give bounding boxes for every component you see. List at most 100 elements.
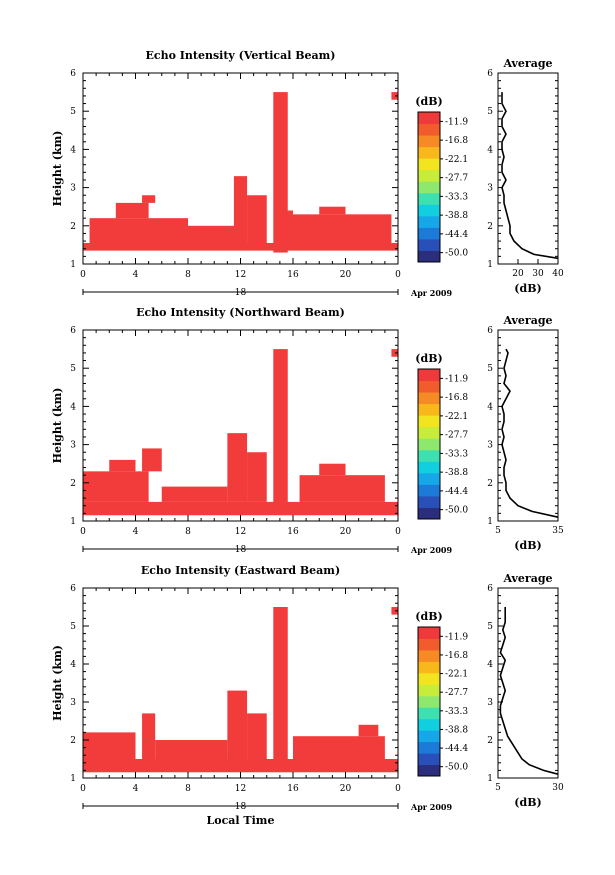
colorbar-tick-label: -11.9 (445, 374, 468, 384)
colorbar-tick-label: -16.8 (445, 393, 468, 403)
colorbar-segment (418, 380, 440, 393)
colorbar-segment (418, 135, 440, 148)
colorbar-frame (417, 111, 441, 263)
y-tick-label: 3 (70, 184, 76, 194)
average-y-tick-label: 5 (487, 622, 493, 632)
colorbar-tick-label: -44.4 (445, 744, 468, 754)
colorbar-segment (418, 484, 440, 497)
x-tick-label: 16 (287, 527, 299, 537)
echo-region (247, 713, 267, 759)
colorbar-tick-label: -27.7 (445, 688, 468, 698)
colorbar-segment (418, 495, 440, 508)
colorbar-tick-label: -27.7 (445, 431, 468, 441)
colorbar-segment (418, 158, 440, 171)
average-y-tick-label: 5 (487, 107, 493, 117)
x-tick-label: 8 (185, 270, 191, 280)
month-label: Apr 2009 (410, 545, 453, 555)
colorbar-segment (418, 415, 440, 428)
x-tick-label: 0 (395, 527, 401, 537)
echo-region (188, 225, 241, 245)
y-tick-label: 3 (70, 441, 76, 451)
average-title: Average (502, 572, 552, 585)
colorbar-segment (418, 741, 440, 754)
echo-region (273, 92, 288, 253)
colorbar-tick-label: -38.8 (445, 211, 468, 221)
average-y-tick-label: 2 (487, 222, 493, 232)
y-tick-label: 1 (70, 260, 76, 270)
colorbar-frame (417, 368, 441, 520)
average-x-tick-label: 35 (552, 526, 564, 536)
x-tick-label: 16 (287, 784, 299, 794)
colorbar-segment (418, 250, 440, 263)
echo-region (286, 210, 293, 245)
x-tick-label: 4 (133, 527, 139, 537)
echo-region (155, 740, 228, 759)
x-tick-label: 16 (287, 270, 299, 280)
echo-region (227, 690, 248, 759)
colorbar-label: (dB) (415, 610, 442, 623)
colorbar-segment (418, 392, 440, 405)
average-x-label: (dB) (514, 539, 541, 552)
average-y-tick-label: 1 (487, 774, 493, 784)
x-tick-label: 8 (185, 784, 191, 794)
colorbar-segment (418, 672, 440, 685)
colorbar-segment (418, 764, 440, 777)
colorbar-segment (418, 627, 440, 639)
echo-region (293, 736, 385, 759)
colorbar-segment (418, 192, 440, 205)
echo-region (391, 92, 398, 100)
colorbar-segment (418, 215, 440, 228)
x-tick-label: 20 (340, 527, 352, 537)
colorbar-segment (418, 238, 440, 251)
colorbar-tick-label: -22.1 (445, 412, 468, 422)
colorbar-segment (418, 369, 440, 382)
colorbar-segment (418, 461, 440, 474)
echo-region (233, 176, 248, 245)
y-tick-label: 6 (70, 584, 76, 594)
y-tick-label: 5 (70, 107, 76, 117)
echo-region (83, 471, 149, 502)
x-tick-label: 20 (340, 270, 352, 280)
echo-region (273, 349, 288, 510)
month-label: Apr 2009 (410, 802, 453, 812)
average-y-tick-label: 4 (487, 660, 493, 670)
echo-region (227, 433, 248, 502)
month-label: Apr 2009 (410, 288, 453, 298)
colorbar-tick-label: -44.4 (445, 230, 468, 240)
date-label: 18 (235, 545, 247, 555)
colorbar-segment (418, 426, 440, 439)
x-tick-label: 8 (185, 527, 191, 537)
colorbar-segment (418, 403, 440, 416)
colorbar-segment (418, 753, 440, 766)
colorbar-tick-label: -22.1 (445, 155, 468, 165)
colorbar-segment (418, 661, 440, 674)
colorbar-tick-label: -33.3 (445, 707, 468, 717)
colorbar-tick-label: -50.0 (445, 506, 468, 516)
x-tick-label: 0 (80, 270, 86, 280)
colorbar-tick-label: -50.0 (445, 763, 468, 773)
panel-title: Echo Intensity (Northward Beam) (136, 306, 345, 319)
average-x-tick-label: 30 (552, 783, 564, 793)
colorbar-tick-label: -33.3 (445, 192, 468, 202)
panel-title: Echo Intensity (Vertical Beam) (145, 49, 335, 62)
y-tick-label: 4 (70, 402, 76, 412)
echo-region (89, 218, 188, 243)
colorbar-segment (418, 472, 440, 485)
average-x-tick-label: 5 (495, 526, 501, 536)
average-y-tick-label: 2 (487, 736, 493, 746)
average-frame (497, 72, 559, 265)
average-profile-line (501, 92, 559, 260)
average-title: Average (502, 314, 552, 327)
y-tick-label: 2 (70, 736, 76, 746)
echo-region (391, 349, 398, 357)
echo-region (83, 759, 398, 773)
date-label: 18 (235, 802, 247, 812)
colorbar-segment (418, 730, 440, 743)
x-tick-label: 0 (395, 784, 401, 794)
average-x-label: (dB) (514, 796, 541, 809)
echo-region (247, 452, 267, 502)
average-y-tick-label: 5 (487, 364, 493, 374)
colorbar-tick-label: -16.8 (445, 136, 468, 146)
x-tick-label: 12 (235, 784, 246, 794)
